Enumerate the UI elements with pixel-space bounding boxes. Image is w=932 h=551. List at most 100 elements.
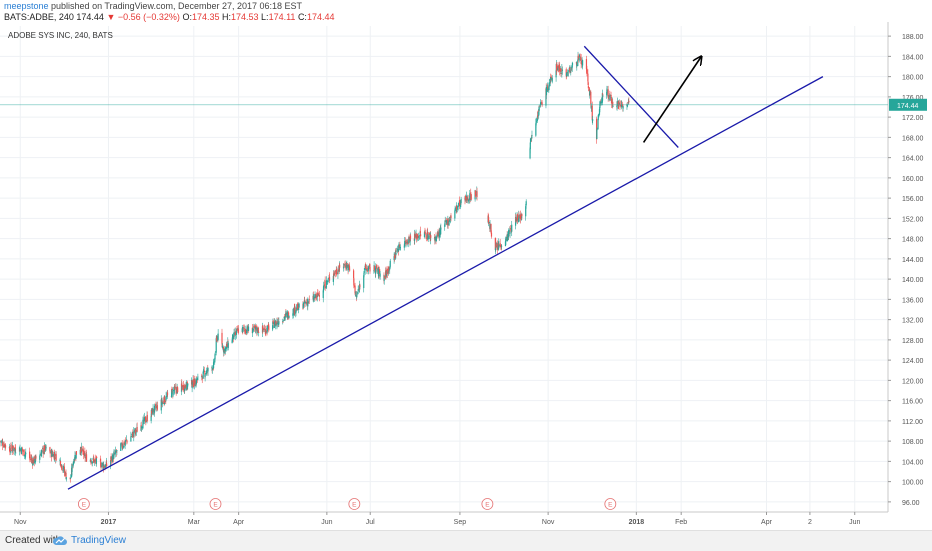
price-tick-label: 176.00 [902,95,924,102]
candle-body [618,102,620,105]
candle-body [444,220,446,222]
candle-body [262,329,264,330]
candle-body [205,370,208,374]
earnings-marker-label: E [485,502,490,509]
earnings-marker[interactable] [348,498,361,510]
candle-body [417,235,419,239]
earnings-marker[interactable] [209,498,222,510]
candle-body [448,220,451,222]
tradingview-brand-link[interactable]: TradingView [71,535,127,546]
candle-body [82,449,85,453]
candle-body [214,353,216,355]
candle-body [550,77,552,80]
candle-body [598,109,601,115]
trend-line[interactable] [67,76,824,490]
candle-body [153,405,156,413]
candle-body [247,326,250,331]
candle-body [388,266,390,271]
price-chart[interactable]: 96.00 100.00 104.00 108.00 112.00 116.00 120.0… [0,22,932,530]
candle-body [133,429,135,433]
open-label: O: [182,12,192,22]
candle-body [92,458,95,460]
candle-body [23,449,25,456]
time-tick-label: Apr [233,519,245,526]
candle-body [437,232,439,237]
candle-body [130,436,132,442]
candle-body [182,385,185,391]
candle-body [265,330,267,333]
candle-body [438,229,441,238]
candle-body [353,278,355,286]
candle-body [284,316,286,319]
price-tick-label: 132.00 [902,318,924,325]
candle-body [294,306,296,314]
candle-body [487,217,490,223]
candle-body [587,86,589,89]
candle-body [385,269,387,277]
candle-body [346,264,348,268]
candle-body [456,206,458,210]
high-label: H: [222,12,231,22]
candle-body [52,453,54,457]
candle-body [12,446,14,449]
author-link[interactable]: meepstone [4,1,49,11]
candle-body [146,414,148,422]
candle-body [315,296,318,299]
candle-body [9,451,11,453]
candle-body [597,118,599,130]
candle-body [597,114,600,118]
candle-body [395,252,397,255]
earnings-marker-label: E [82,502,87,509]
candle-body [363,275,365,289]
candle-body [29,456,31,458]
candle-body [571,62,574,66]
candle-body [558,64,561,72]
candle-body [326,280,328,285]
candle-body [288,315,290,318]
earnings-marker[interactable] [481,498,494,510]
earnings-marker[interactable] [604,498,617,510]
candle-body [33,461,36,463]
candle-body [192,386,195,388]
candle-body [322,290,324,298]
candle-body [51,451,53,457]
candle-body [39,454,41,456]
candle-body [70,477,72,479]
candle-body [404,241,406,244]
price-tick-label: 120.00 [902,378,924,385]
price-tick-label: 184.00 [902,54,924,61]
candle-body [318,295,320,297]
price-tick-label: 180.00 [902,75,924,82]
candle-body [305,301,307,304]
candle-body [83,452,85,455]
candle-body [511,224,513,232]
candle-body [204,370,206,373]
candle-body [143,417,145,422]
candle-body [570,71,572,73]
candle-body [150,416,152,421]
price-tick-label: 100.00 [902,480,924,487]
candle-body [165,396,167,400]
candle-body [505,236,507,242]
candle-body [113,453,115,459]
candle-body [349,269,351,271]
time-tick-label: Jul [366,519,375,526]
candle-body [257,327,259,333]
candle-body [570,67,572,71]
time-tick-label: Sep [454,519,467,526]
earnings-marker[interactable] [77,498,90,510]
candle-body [428,235,430,239]
forecast-arrow[interactable] [642,56,702,143]
candle-body [272,320,274,322]
trend-line[interactable] [583,45,679,148]
price-tick-label: 136.00 [902,297,924,304]
candle-body [383,276,386,278]
candle-body [124,440,127,442]
candle-body [616,100,618,106]
candle-body [363,270,365,273]
low-value: 174.11 [268,12,296,22]
candle-body [446,220,448,223]
candle-body [23,455,25,457]
candle-body [440,227,442,230]
candle-body [233,332,235,340]
